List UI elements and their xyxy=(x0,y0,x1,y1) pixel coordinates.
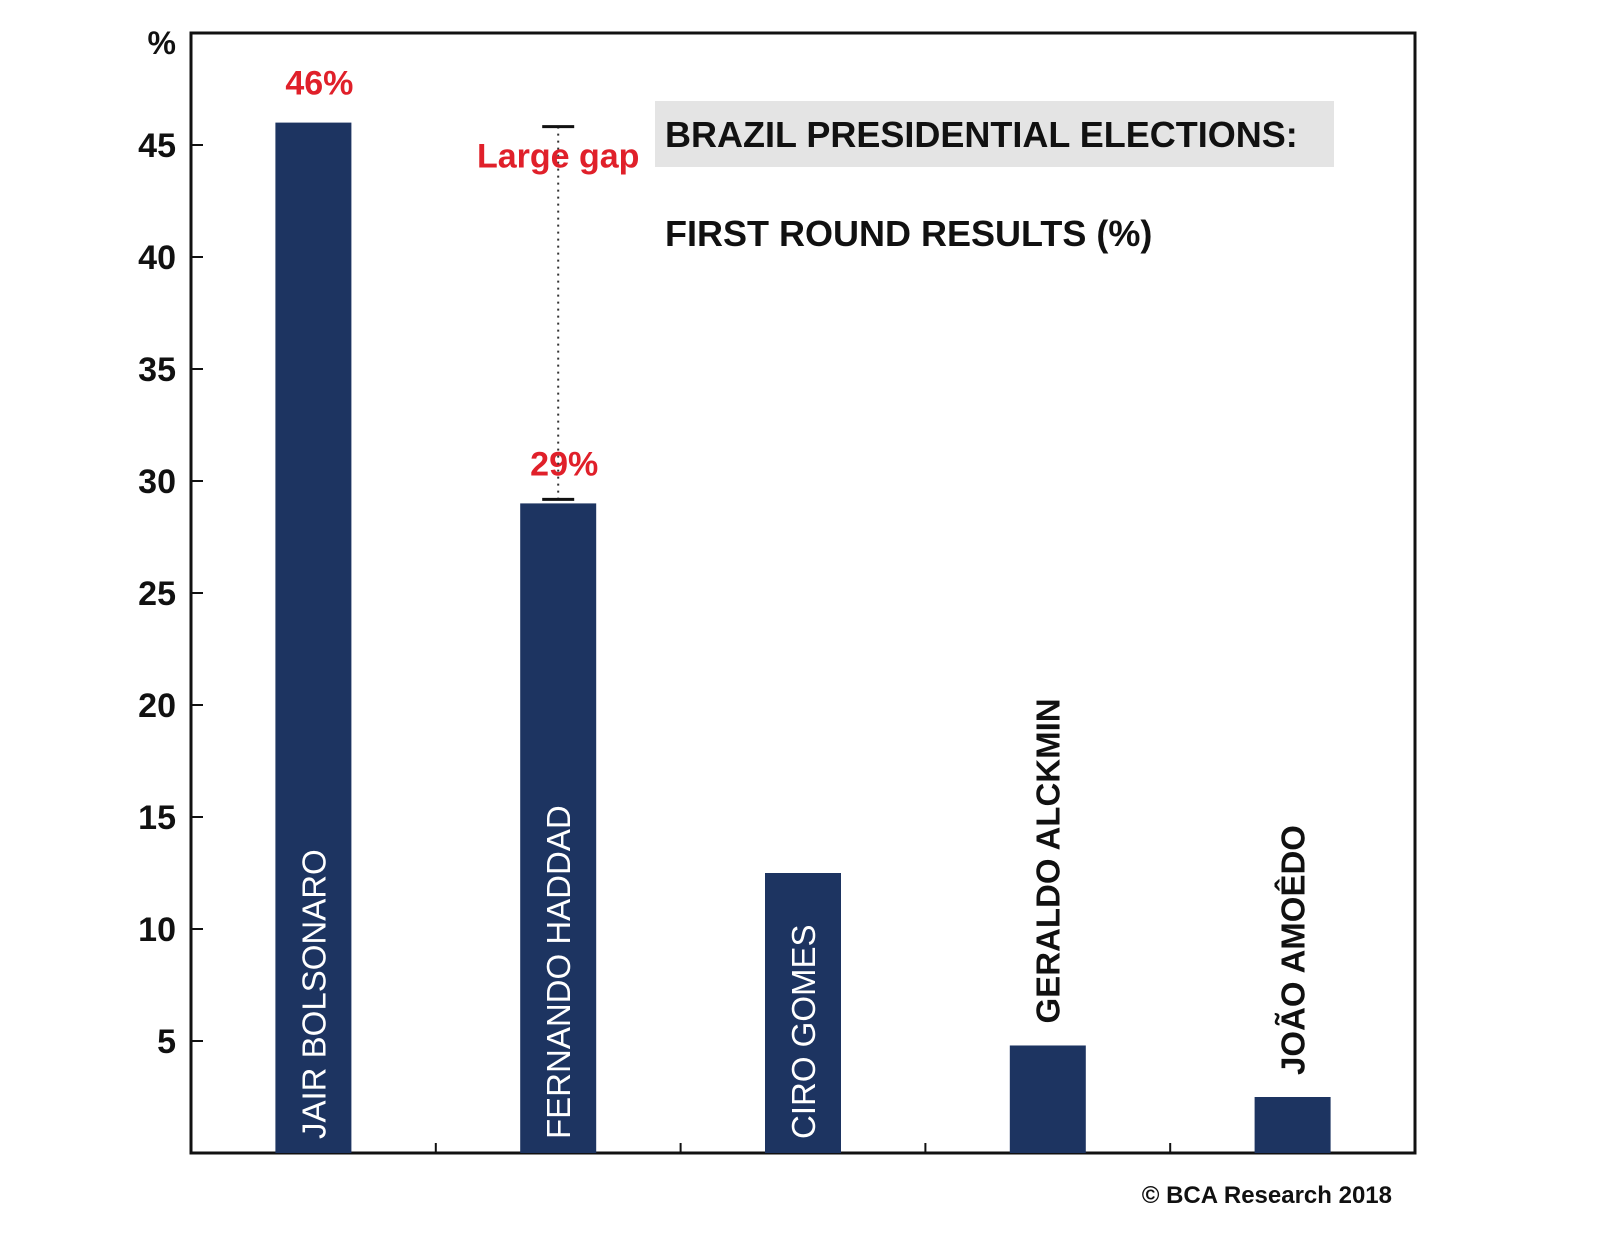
bar xyxy=(1009,1045,1086,1153)
y-tick-label: 45 xyxy=(138,127,176,165)
category-label: JAIR BOLSONARO xyxy=(295,849,332,1139)
category-label: FERNANDO HADDAD xyxy=(540,805,577,1139)
y-tick-label: 35 xyxy=(138,351,176,389)
y-tick-label: 15 xyxy=(138,799,176,837)
bar xyxy=(765,873,841,1153)
chart-title: BRAZIL PRESIDENTIAL ELECTIONS: xyxy=(665,114,1298,155)
category-label: JOÃO AMOÊDO xyxy=(1274,825,1311,1075)
source-note: © BCA Research 2018 xyxy=(1142,1182,1392,1209)
title-box xyxy=(655,101,1334,167)
bar xyxy=(275,122,352,1154)
y-axis-unit: % xyxy=(148,25,176,61)
gap-annotation: Large gap xyxy=(477,137,639,175)
chart-subtitle: FIRST ROUND RESULTS (%) xyxy=(665,213,1152,254)
y-tick-label: 5 xyxy=(157,1023,176,1061)
y-tick-label: 10 xyxy=(138,911,176,949)
data-label: 29% xyxy=(530,445,598,483)
data-label: 46% xyxy=(285,65,353,103)
bar xyxy=(1254,1097,1331,1153)
y-tick-label: 20 xyxy=(138,687,176,725)
y-tick-label: 25 xyxy=(138,575,176,613)
category-label: CIRO GOMES xyxy=(785,924,822,1139)
y-tick-label: 40 xyxy=(138,239,176,277)
category-label: GERALDO ALCKMIN xyxy=(1030,698,1067,1023)
y-tick-label: 30 xyxy=(138,463,176,501)
bar xyxy=(520,503,597,1153)
